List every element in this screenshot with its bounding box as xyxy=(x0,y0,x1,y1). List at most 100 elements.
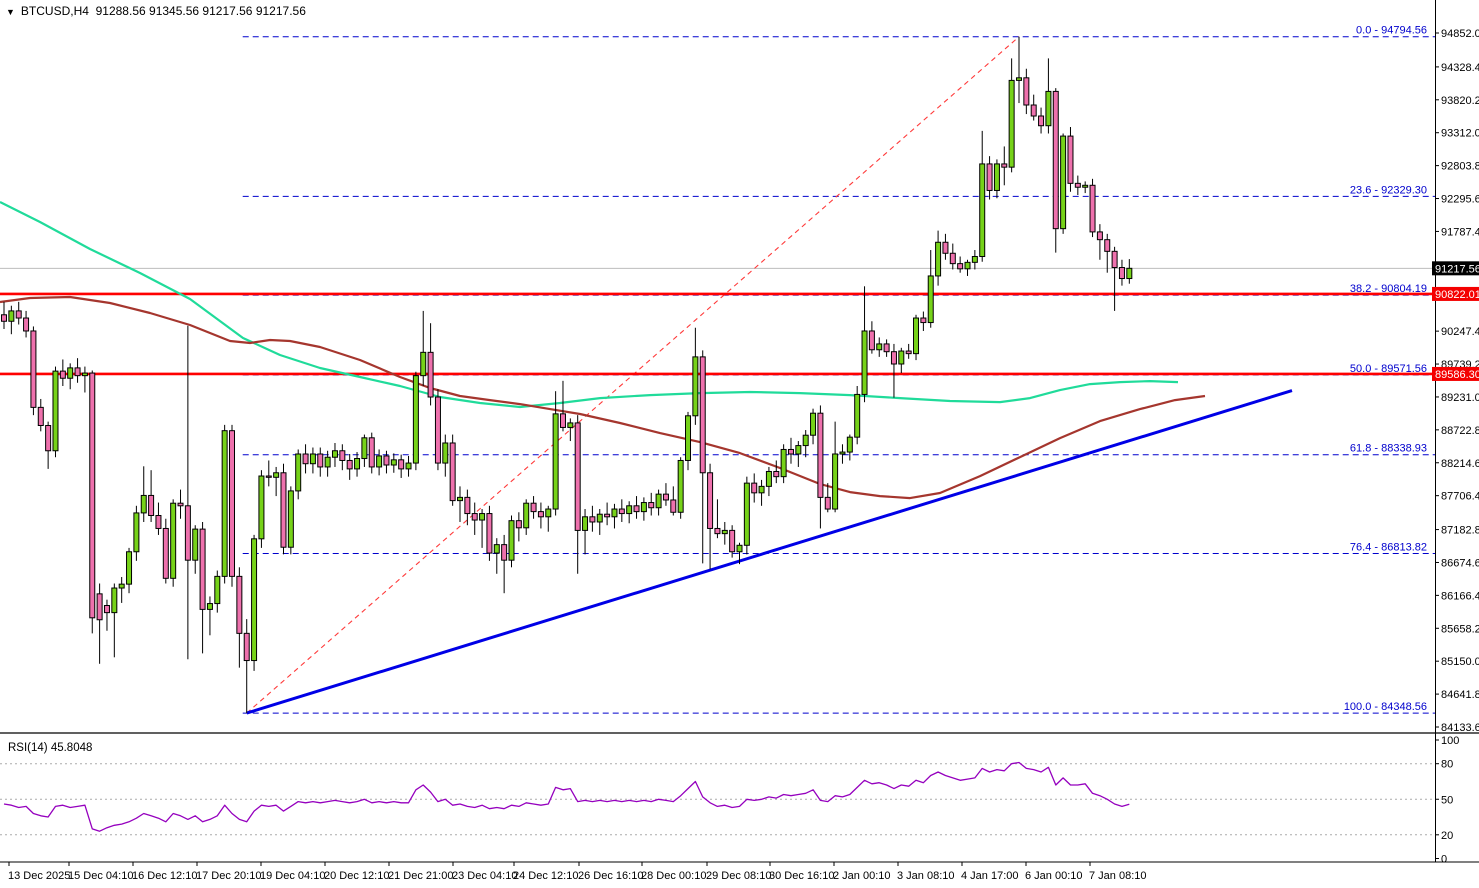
bear-candle-body xyxy=(1089,184,1096,233)
candle xyxy=(1118,259,1125,286)
bear-candle-body xyxy=(890,351,897,365)
price-axis-label: 92803.80 xyxy=(1441,161,1479,173)
candle xyxy=(243,619,250,714)
bear-candle-body xyxy=(199,528,206,610)
candle xyxy=(552,391,559,516)
bear-candle-body xyxy=(905,350,912,355)
price-axis[interactable]: 94852.00 94328.40 93820.20 93312.00 92803.80… xyxy=(1435,0,1479,862)
rsi-indicator-pane[interactable]: 100 80 50 20 0 RSI(14) 45.8048 xyxy=(0,732,1479,866)
bear-candle-body xyxy=(184,505,191,561)
price-axis-label: 85658.20 xyxy=(1441,623,1479,635)
bear-candle-body xyxy=(942,241,949,254)
bull-candle-body xyxy=(405,462,412,470)
bull-candle-body xyxy=(810,412,817,436)
horizontal-levels[interactable] xyxy=(0,292,1435,376)
candle xyxy=(736,542,743,565)
bear-candle-body xyxy=(1038,115,1045,127)
candle xyxy=(537,502,544,529)
candle xyxy=(1089,178,1096,238)
bull-candle-body xyxy=(1060,135,1067,230)
candle xyxy=(1104,233,1111,273)
candle xyxy=(96,583,103,664)
fib-level-label: 61.8 - 88338.93 xyxy=(1350,443,1427,455)
bull-candle-body xyxy=(479,513,486,521)
bull-candle-body xyxy=(552,413,559,510)
candle xyxy=(817,405,824,529)
candle xyxy=(626,501,633,524)
bull-candle-body xyxy=(118,583,125,589)
candle xyxy=(236,567,243,668)
candle xyxy=(883,339,890,357)
moving-averages xyxy=(0,201,1206,500)
candle xyxy=(677,457,684,519)
bull-candle-body xyxy=(898,350,905,365)
bull-candle-body xyxy=(251,538,258,662)
support-trendline xyxy=(246,389,1293,715)
candle xyxy=(868,321,875,354)
ohlc-close: 91217.56 xyxy=(255,4,306,18)
bear-candle-body xyxy=(501,544,508,561)
price-axis-label: 87182.80 xyxy=(1441,525,1479,537)
bull-candle-body xyxy=(1045,90,1052,127)
bear-candle-body xyxy=(633,505,640,513)
bear-candle-body xyxy=(714,527,721,535)
bear-candle-body xyxy=(302,453,309,465)
fib-level-label: 76.4 - 86813.82 xyxy=(1350,541,1427,553)
bear-candle-body xyxy=(699,356,706,474)
candle xyxy=(280,463,287,555)
ascending-trendline[interactable] xyxy=(246,389,1293,715)
ohlc-high: 91345.56 xyxy=(149,4,200,18)
bull-candle-body xyxy=(758,485,765,494)
bear-candle-body xyxy=(618,508,625,515)
current-price-tag xyxy=(1432,261,1479,276)
candle xyxy=(23,310,30,338)
candle xyxy=(331,442,338,467)
bear-candle-body xyxy=(787,448,794,455)
candle xyxy=(287,486,294,555)
bear-candle-body xyxy=(662,493,669,501)
bull-candle-body xyxy=(692,356,699,417)
date-label: 4 Jan 17:00 xyxy=(961,870,1019,882)
candle xyxy=(258,470,265,548)
bear-candle-body xyxy=(1118,267,1125,280)
bear-candle-body xyxy=(236,575,243,634)
bull-candle-body xyxy=(846,436,853,453)
price-axis-label: 88722.80 xyxy=(1441,425,1479,437)
candle xyxy=(964,259,971,276)
bull-candle-body xyxy=(596,513,603,523)
candle xyxy=(810,408,817,445)
candles-layer[interactable] xyxy=(1,36,1133,714)
candle xyxy=(1060,133,1067,234)
bull-candle-body xyxy=(295,453,302,492)
bear-candle-body xyxy=(957,263,964,270)
candle xyxy=(81,366,88,393)
bull-candle-body xyxy=(126,551,133,585)
candle xyxy=(618,499,625,522)
bull-candle-body xyxy=(140,494,147,514)
candle xyxy=(787,437,794,464)
bear-candle-body xyxy=(1067,135,1074,184)
candle xyxy=(354,452,361,477)
ma-maroon-line xyxy=(0,295,1206,500)
bull-candle-body xyxy=(192,528,199,561)
bull-candle-body xyxy=(567,422,574,428)
candle xyxy=(471,502,478,535)
level-price-tag-text: 90822.01 xyxy=(1435,289,1479,301)
bull-candle-body xyxy=(582,516,589,531)
candle xyxy=(604,502,611,526)
candle xyxy=(567,418,574,442)
price-axis-label: 92295.60 xyxy=(1441,194,1479,206)
date-label: 30 Dec 16:10 xyxy=(769,870,834,882)
candle xyxy=(758,479,765,506)
candle xyxy=(405,455,412,477)
rsi-scale-label: 100 xyxy=(1441,735,1459,747)
candle xyxy=(699,350,706,564)
candle xyxy=(177,489,184,519)
candle xyxy=(457,486,464,522)
bear-candle-body xyxy=(317,453,324,468)
bull-candle-body xyxy=(111,587,118,614)
candle xyxy=(464,489,471,526)
